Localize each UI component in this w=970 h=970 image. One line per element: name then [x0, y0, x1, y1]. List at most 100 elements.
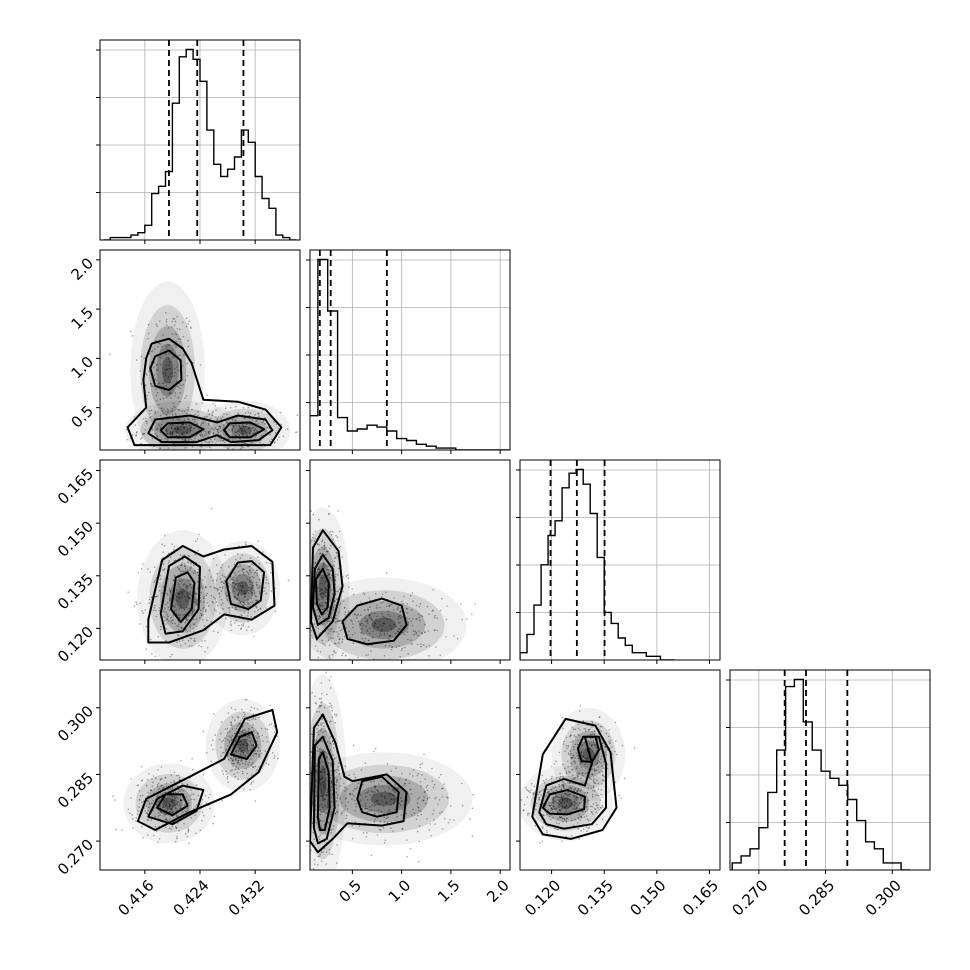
- sample-point: [182, 365, 184, 367]
- contour-line-2: [314, 567, 330, 616]
- sample-point: [383, 654, 386, 657]
- sample-point: [539, 842, 541, 844]
- sample-point: [202, 773, 205, 776]
- sample-point: [557, 828, 560, 830]
- sample-point: [428, 796, 431, 799]
- sample-point: [586, 791, 589, 794]
- sample-point: [600, 807, 602, 809]
- sample-point: [587, 819, 590, 822]
- sample-point: [177, 364, 179, 366]
- sample-point: [243, 590, 246, 592]
- sample-point: [151, 596, 153, 599]
- sample-point: [380, 793, 382, 796]
- sample-point: [552, 816, 554, 819]
- sample-point: [580, 816, 583, 818]
- sample-point: [190, 566, 192, 568]
- sample-point: [265, 607, 267, 609]
- sample-point: [190, 563, 192, 565]
- sample-point: [323, 582, 326, 584]
- sample-point: [420, 813, 423, 816]
- sample-point: [382, 827, 385, 829]
- sample-point: [194, 814, 196, 816]
- sample-point: [593, 808, 596, 811]
- sample-point: [419, 810, 422, 813]
- sample-point: [244, 738, 247, 741]
- sample-point: [172, 796, 174, 798]
- sample-point: [247, 411, 249, 414]
- sample-point: [176, 425, 179, 428]
- sample-point: [325, 587, 327, 589]
- sample-point: [540, 790, 542, 792]
- sample-point: [190, 426, 192, 428]
- sample-point: [330, 764, 333, 767]
- sample-point: [336, 862, 338, 864]
- sample-point: [168, 806, 171, 808]
- sample-point: [319, 748, 322, 750]
- sample-point: [236, 716, 239, 718]
- sample-point: [239, 763, 241, 766]
- sample-point: [337, 920, 339, 922]
- x-tick-label: 1.0: [385, 876, 415, 906]
- sample-point: [535, 808, 537, 811]
- sample-point: [370, 650, 372, 652]
- sample-point: [321, 539, 324, 541]
- sample-point: [189, 597, 192, 600]
- sample-point: [144, 384, 147, 387]
- sample-point: [168, 805, 171, 807]
- sample-point: [242, 430, 245, 432]
- sample-point: [407, 652, 410, 655]
- sample-point: [397, 608, 399, 610]
- sample-point: [551, 775, 553, 778]
- sample-point: [157, 769, 159, 771]
- sample-point: [312, 874, 314, 876]
- sample-point: [176, 366, 178, 368]
- sample-point: [559, 808, 561, 811]
- sample-point: [311, 692, 314, 694]
- sample-point: [237, 759, 239, 762]
- sample-point: [159, 779, 162, 781]
- sample-point: [218, 738, 221, 741]
- sample-point: [332, 538, 334, 541]
- sample-point: [574, 762, 576, 764]
- sample-point: [165, 627, 168, 630]
- sample-point: [248, 729, 251, 731]
- sample-point: [178, 623, 180, 626]
- sample-point: [166, 433, 168, 435]
- sample-point: [387, 638, 390, 640]
- sample-point: [416, 643, 419, 646]
- sample-point: [241, 585, 244, 587]
- sample-point: [162, 806, 164, 808]
- sample-point: [172, 811, 175, 813]
- sample-point: [170, 808, 172, 811]
- sample-point: [187, 639, 190, 642]
- sample-point: [339, 629, 342, 632]
- sample-point: [591, 730, 593, 733]
- sample-point: [221, 587, 224, 589]
- sample-point: [313, 859, 316, 861]
- sample-point: [561, 816, 563, 818]
- sample-point: [571, 804, 573, 806]
- sample-point: [178, 608, 180, 610]
- sample-point: [415, 632, 418, 635]
- density-blob: [551, 792, 580, 815]
- sample-point: [305, 598, 307, 600]
- sample-point: [188, 555, 191, 558]
- sample-point: [186, 618, 189, 621]
- sample-point: [315, 625, 318, 628]
- sample-point: [250, 783, 252, 785]
- sample-point: [366, 620, 368, 622]
- sample-point: [393, 803, 395, 805]
- sample-point: [167, 327, 170, 329]
- sample-point: [244, 713, 246, 716]
- sample-point: [338, 620, 341, 623]
- sample-point: [374, 787, 376, 789]
- sample-point: [420, 643, 422, 645]
- sample-point: [567, 766, 569, 768]
- sample-point: [542, 779, 545, 782]
- sample-point: [579, 796, 582, 799]
- sample-point: [308, 795, 310, 797]
- sample-point: [160, 407, 162, 410]
- sample-point: [147, 779, 149, 781]
- sample-point: [404, 782, 407, 785]
- x-tick-label: 0.165: [679, 876, 722, 919]
